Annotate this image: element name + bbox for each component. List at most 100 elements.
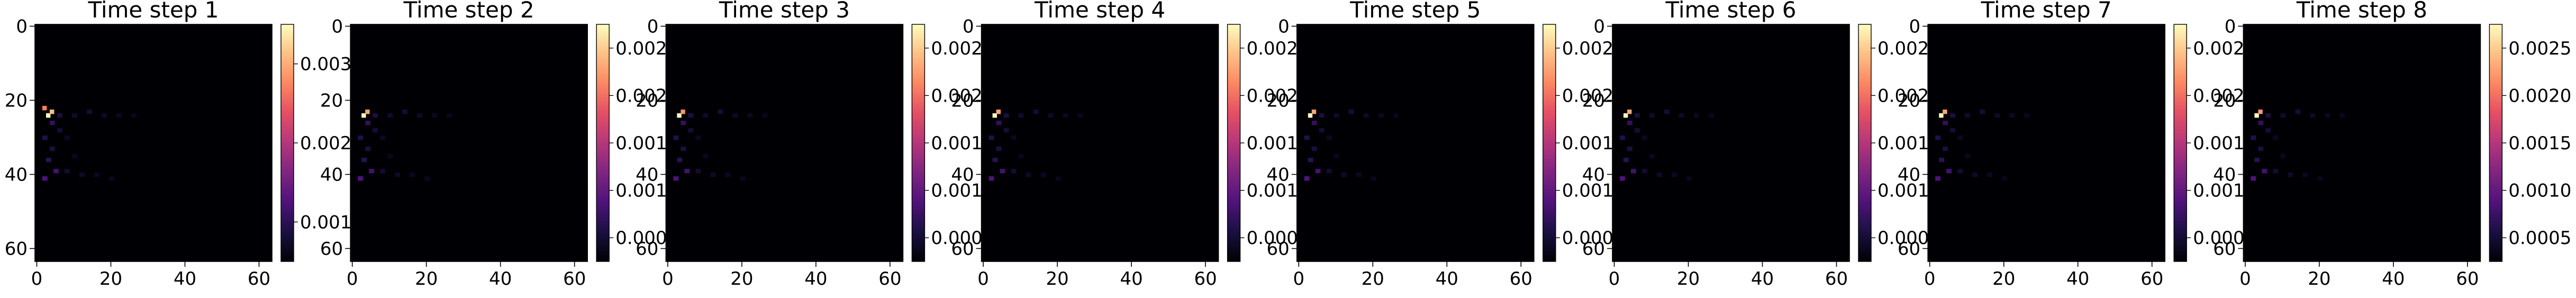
colorbar-tick-label: 0.002 <box>1562 85 1613 106</box>
heatmap-cell <box>395 173 400 177</box>
x-tick-label: 40 <box>1751 268 1774 290</box>
heatmap-cell <box>710 173 716 177</box>
heatmap-cell <box>1040 173 1046 177</box>
y-tick-label: 40 <box>1898 165 1920 186</box>
heatmap-cell <box>1679 113 1684 118</box>
heatmap-cell <box>677 158 683 162</box>
x-tick-label: 40 <box>174 268 196 290</box>
heatmap-cell <box>1987 173 1992 177</box>
colorbar-tick-label: 0.002 <box>1877 38 1929 59</box>
colorbar-tick-label: 0.002 <box>1247 85 1298 106</box>
colorbar-tick-label: 0.002 <box>615 85 667 106</box>
heatmap-hotspot <box>1939 113 1944 118</box>
colorbar-tick-label: 0.003 <box>300 54 351 75</box>
x-tick-label: 0 <box>1293 268 1304 290</box>
colorbar-tick-label: 0.001 <box>1877 180 1929 202</box>
heatmap-cell <box>1018 113 1024 118</box>
heatmap-cell <box>410 173 415 177</box>
colorbar-tick-label: 0.002 <box>931 38 982 59</box>
y-tick-label: 20 <box>320 91 343 112</box>
heatmap-cell <box>1026 173 1031 177</box>
heatmap-cell <box>79 173 85 177</box>
colorbar-tick-label: 0.001 <box>931 133 982 154</box>
heatmap-cell <box>65 169 70 174</box>
x-tick-label: 20 <box>1992 268 2015 290</box>
heatmap-hotspot <box>1311 110 1317 114</box>
axes-frame <box>1296 24 1535 262</box>
colorbar-tick-label: 0.000 <box>931 228 982 249</box>
colorbar <box>1858 24 1872 262</box>
x-tick-label: 0 <box>977 268 989 290</box>
heatmap-cell <box>102 113 107 118</box>
heatmap-panel-2: Time step 20 20 40 6002040600.0000.0010.001… <box>320 0 667 290</box>
heatmap-cell <box>992 158 998 162</box>
colorbar-tick-label: 0.001 <box>2193 133 2244 154</box>
heatmap-cell <box>1319 113 1325 118</box>
colorbar-tick-label: 0.001 <box>1562 180 1613 202</box>
heatmap-cell <box>703 154 709 159</box>
heatmap-cell <box>1946 169 1952 174</box>
heatmap-cell <box>1965 154 1970 159</box>
heatmap-cell <box>1326 169 1332 174</box>
y-tick-label: 20 <box>2213 91 2236 112</box>
heatmap-hotspot <box>1627 110 1632 114</box>
y-tick-label: 40 <box>636 165 658 186</box>
panel-title: Time step 4 <box>1034 0 1165 23</box>
heatmap-cell <box>1378 113 1384 118</box>
x-tick-label: 0 <box>662 268 674 290</box>
y-tick-label: 0 <box>963 16 974 38</box>
x-tick-label: 60 <box>1825 268 1848 290</box>
heatmap-cell <box>2273 169 2279 174</box>
heatmap-panel-7: Time step 70 20 40 6002040600.0000.0010.001… <box>1898 0 2245 290</box>
x-tick-label: 0 <box>31 268 43 290</box>
colorbar-tick-label: 0.000 <box>1562 228 1613 249</box>
heatmap-panel-3: Time step 30 20 40 6002040600.0000.0010.001… <box>636 0 983 290</box>
panel-title: Time step 5 <box>1349 0 1481 23</box>
y-tick-label: 20 <box>5 91 28 112</box>
heatmap-cell <box>369 169 374 174</box>
x-tick-label: 60 <box>248 268 270 290</box>
axes-frame <box>34 24 273 262</box>
x-tick-label: 40 <box>1436 268 1458 290</box>
colorbar-tick-label: 0.001 <box>1562 133 1613 154</box>
panel-title: Time step 6 <box>1665 0 1796 23</box>
heatmap-cell <box>1055 176 1061 181</box>
heatmap-cell <box>1635 128 1640 133</box>
colorbar-tick-label: 0.001 <box>615 133 667 154</box>
heatmap-image <box>1928 24 2165 261</box>
heatmap-cell <box>1393 113 1399 118</box>
y-tick-label: 0 <box>647 16 659 38</box>
heatmap-hotspot <box>996 110 1001 114</box>
heatmap-panel-5: Time step 50 20 40 6002040600.0000.0010.001… <box>1267 0 1614 290</box>
y-tick-label: 40 <box>320 165 343 186</box>
y-tick-label: 60 <box>5 239 28 260</box>
heatmap-cell <box>380 136 385 140</box>
heatmap-hotspot <box>1308 113 1313 118</box>
heatmap-cell <box>94 173 99 177</box>
colorbar-tick-label: 0.000 <box>615 228 667 249</box>
y-tick-label: 0 <box>16 16 28 38</box>
x-tick-label: 40 <box>2382 268 2405 290</box>
colorbar-tick-label: 0.000 <box>1877 228 1929 249</box>
heatmap-cell <box>688 113 694 118</box>
heatmap-cell <box>72 154 77 159</box>
colorbar-tick-label: 0.0015 <box>2508 133 2571 154</box>
y-tick-label: 20 <box>951 91 974 112</box>
heatmap-cell <box>131 113 137 118</box>
x-tick-label: 0 <box>1924 268 1936 290</box>
colorbar-tick-label: 0.001 <box>1247 180 1298 202</box>
heatmap-cell <box>1642 169 1647 174</box>
heatmap-cell <box>2339 113 2345 118</box>
colorbar-tick-label: 0.002 <box>615 38 667 59</box>
x-tick-label: 40 <box>2066 268 2089 290</box>
heatmap-cell <box>673 176 679 181</box>
heatmap-hotspot <box>42 106 47 111</box>
heatmap-cell <box>1957 169 1963 174</box>
heatmap-cell <box>1620 136 1625 140</box>
heatmap-cell <box>2273 136 2279 140</box>
heatmap-cell <box>1334 113 1339 118</box>
colorbar-tick-label: 0.001 <box>1247 133 1298 154</box>
heatmap-cell <box>1315 169 1321 174</box>
heatmap-cell <box>2310 113 2316 118</box>
